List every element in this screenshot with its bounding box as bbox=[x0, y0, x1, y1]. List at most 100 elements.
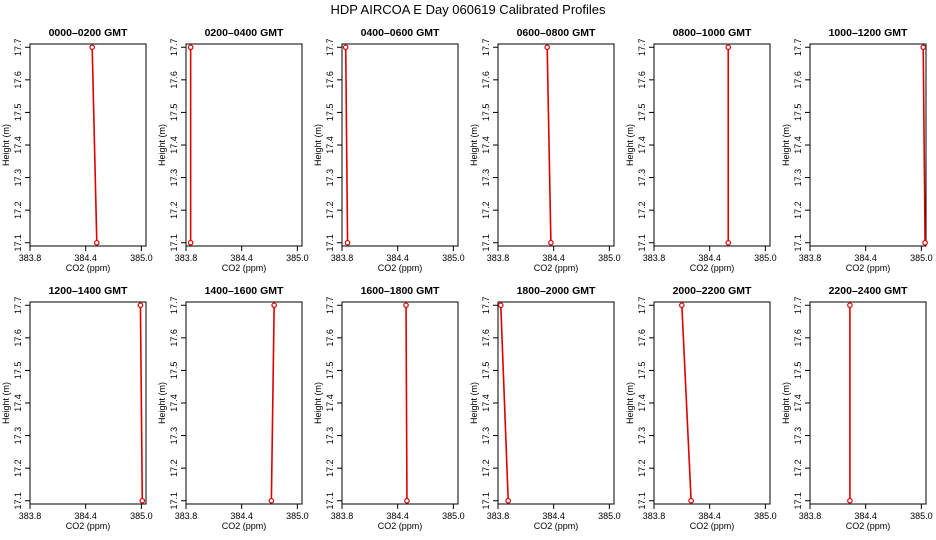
panel-title: 1000–1200 GMT bbox=[829, 27, 908, 39]
y-tick-label: 17.2 bbox=[13, 459, 23, 477]
plot-frame bbox=[653, 301, 771, 505]
profile-panel: 1800–2000 GMT 383.8 384.4 385.0 17.1 17.2 17.3… bbox=[469, 285, 621, 531]
x-tick-label: 384.4 bbox=[854, 511, 877, 521]
panel-title: 0200–0400 GMT bbox=[205, 27, 284, 39]
profile-line bbox=[405, 305, 408, 501]
x-tick-label: 383.8 bbox=[331, 511, 354, 521]
y-tick-label: 17.3 bbox=[13, 169, 23, 187]
y-tick-label: 17.6 bbox=[325, 329, 335, 347]
y-tick-label: 17.4 bbox=[325, 394, 335, 412]
y-tick-label: 17.6 bbox=[481, 329, 491, 347]
y-axis-label: Height (m) bbox=[781, 124, 791, 166]
x-tick-label: 384.4 bbox=[230, 253, 253, 263]
y-tick-label: 17.2 bbox=[169, 459, 179, 477]
y-tick-label: 17.3 bbox=[169, 169, 179, 187]
profile-panel: 1200–1400 GMT 383.8 384.4 385.0 17.1 17.2 17.3… bbox=[1, 285, 153, 531]
x-tick-label: 383.8 bbox=[331, 253, 354, 263]
y-axis-label: Height (m) bbox=[625, 382, 635, 424]
y-tick-label: 17.1 bbox=[169, 492, 179, 510]
y-tick-label: 17.7 bbox=[169, 296, 179, 314]
x-tick-label: 385.0 bbox=[910, 253, 933, 263]
y-tick-label: 17.6 bbox=[325, 71, 335, 89]
x-tick-label: 384.4 bbox=[74, 253, 97, 263]
plot-frame bbox=[809, 43, 927, 247]
y-tick-label: 17.5 bbox=[169, 362, 179, 380]
y-tick-label: 17.2 bbox=[637, 459, 647, 477]
data-point bbox=[922, 239, 928, 246]
y-tick-label: 17.5 bbox=[169, 104, 179, 122]
y-tick-label: 17.6 bbox=[13, 329, 23, 347]
x-tick-label: 385.0 bbox=[598, 253, 621, 263]
x-axis-label: CO2 (ppm) bbox=[846, 521, 891, 531]
y-tick-label: 17.7 bbox=[481, 296, 491, 314]
profile-line bbox=[546, 47, 552, 243]
y-tick-label: 17.7 bbox=[793, 38, 803, 56]
y-tick-label: 17.4 bbox=[481, 136, 491, 154]
plot-frame bbox=[29, 43, 147, 247]
x-tick-label: 384.4 bbox=[230, 511, 253, 521]
data-point bbox=[505, 497, 512, 504]
data-point bbox=[268, 497, 275, 504]
y-tick-label: 17.3 bbox=[637, 427, 647, 445]
y-tick-label: 17.5 bbox=[793, 104, 803, 122]
profile-panel: 0000–0200 GMT 383.8 384.4 385.0 17.1 17.2 17.3… bbox=[1, 27, 153, 273]
x-tick-label: 383.8 bbox=[487, 253, 510, 263]
x-tick-label: 384.4 bbox=[74, 511, 97, 521]
y-tick-label: 17.2 bbox=[169, 201, 179, 219]
data-point bbox=[89, 44, 95, 51]
y-tick-label: 17.1 bbox=[169, 234, 179, 252]
y-tick-label: 17.4 bbox=[13, 136, 23, 154]
y-axis-label: Height (m) bbox=[157, 124, 167, 166]
x-axis-label: CO2 (ppm) bbox=[690, 263, 735, 273]
y-tick-label: 17.3 bbox=[793, 427, 803, 445]
x-axis-label: CO2 (ppm) bbox=[222, 263, 267, 273]
data-point bbox=[94, 239, 100, 246]
x-tick-label: 383.8 bbox=[175, 511, 198, 521]
y-tick-label: 17.1 bbox=[481, 492, 491, 510]
profile-panel: 0600–0800 GMT 383.8 384.4 385.0 17.1 17.2 17.3… bbox=[469, 27, 621, 273]
profile-panel: 0800–1000 GMT 383.8 384.4 385.0 17.1 17.2 17.3… bbox=[625, 27, 777, 273]
y-tick-label: 17.1 bbox=[637, 492, 647, 510]
panel-title: 0600–0800 GMT bbox=[517, 27, 596, 39]
x-tick-label: 383.8 bbox=[19, 511, 42, 521]
y-tick-label: 17.2 bbox=[637, 201, 647, 219]
x-axis-label: CO2 (ppm) bbox=[378, 521, 423, 531]
y-tick-label: 17.5 bbox=[793, 362, 803, 380]
y-tick-label: 17.4 bbox=[637, 136, 647, 154]
y-tick-label: 17.6 bbox=[637, 329, 647, 347]
panel-title: 0400–0600 GMT bbox=[361, 27, 440, 39]
y-tick-label: 17.6 bbox=[169, 329, 179, 347]
profile-panel: 2200–2400 GMT 383.8 384.4 385.0 17.1 17.2 17.3… bbox=[781, 285, 933, 531]
y-tick-label: 17.1 bbox=[793, 234, 803, 252]
profile-line bbox=[139, 305, 144, 501]
y-tick-label: 17.1 bbox=[481, 234, 491, 252]
x-tick-label: 383.8 bbox=[19, 253, 42, 263]
panel-title: 1400–1600 GMT bbox=[205, 285, 284, 297]
data-point bbox=[404, 497, 410, 504]
data-point bbox=[847, 497, 853, 504]
y-axis-label: Height (m) bbox=[1, 124, 11, 166]
x-tick-label: 384.4 bbox=[698, 511, 721, 521]
y-tick-label: 17.3 bbox=[637, 169, 647, 187]
x-tick-label: 385.0 bbox=[130, 253, 153, 263]
x-axis-label: CO2 (ppm) bbox=[222, 521, 267, 531]
y-axis-label: Height (m) bbox=[781, 382, 791, 424]
x-tick-label: 385.0 bbox=[286, 511, 309, 521]
profile-line bbox=[344, 47, 349, 243]
x-tick-label: 384.4 bbox=[542, 511, 565, 521]
data-point bbox=[342, 44, 349, 51]
plot-frame bbox=[497, 43, 615, 247]
profile-panel: 1600–1800 GMT 383.8 384.4 385.0 17.1 17.2 17.3… bbox=[313, 285, 465, 531]
y-tick-label: 17.5 bbox=[325, 362, 335, 380]
data-point bbox=[544, 44, 550, 51]
data-point bbox=[187, 44, 194, 51]
data-point bbox=[847, 302, 853, 309]
y-tick-label: 17.5 bbox=[481, 104, 491, 122]
y-tick-label: 17.7 bbox=[325, 38, 335, 56]
y-tick-label: 17.2 bbox=[13, 201, 23, 219]
y-tick-label: 17.4 bbox=[325, 136, 335, 154]
y-tick-label: 17.7 bbox=[481, 38, 491, 56]
plot-frame bbox=[185, 43, 303, 247]
y-tick-label: 17.7 bbox=[637, 38, 647, 56]
